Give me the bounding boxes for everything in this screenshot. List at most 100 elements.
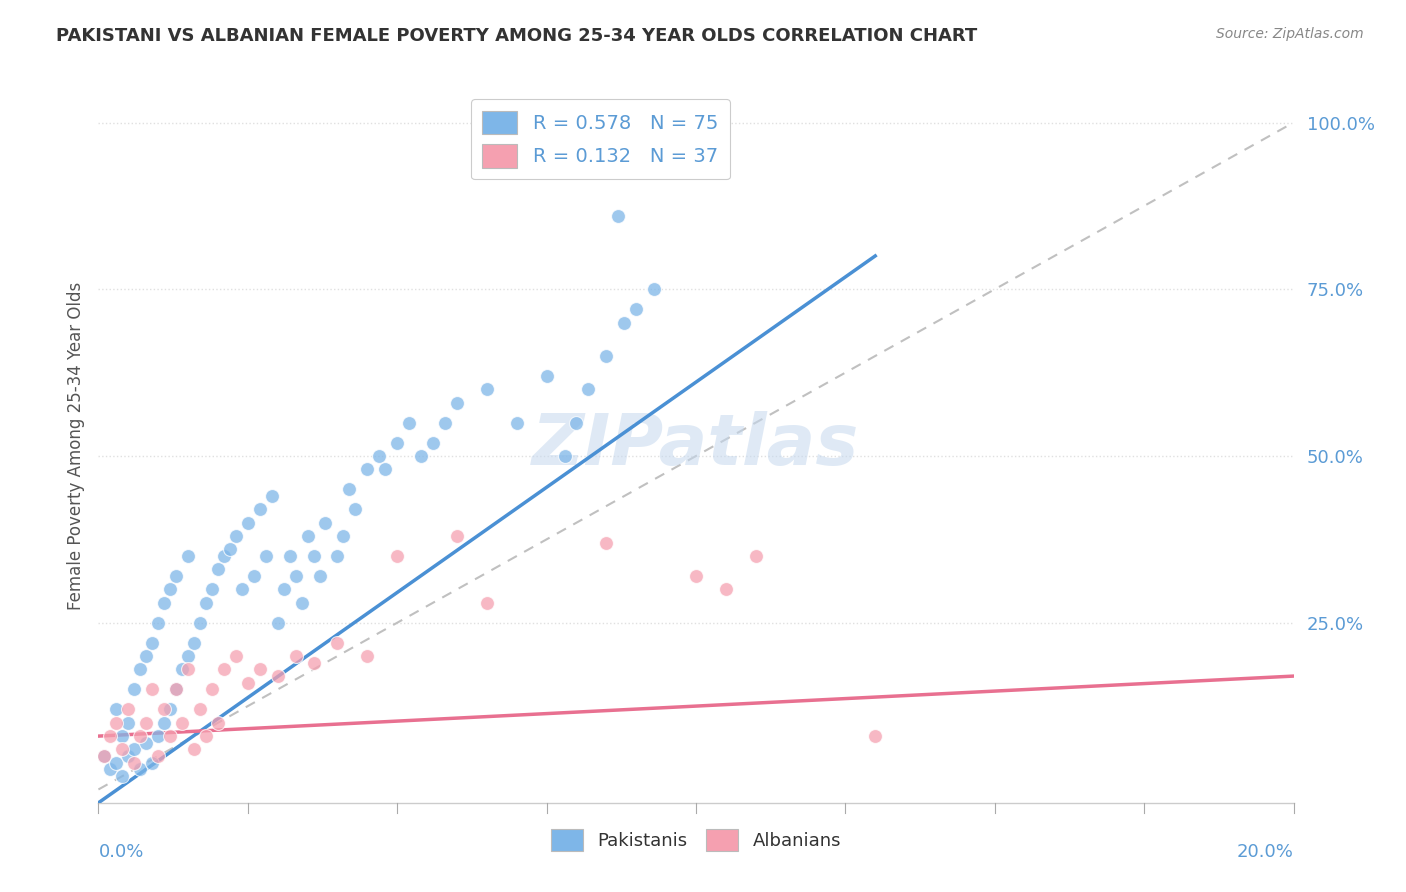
Point bbox=[475, 596, 498, 610]
Point bbox=[165, 682, 187, 697]
Point bbox=[172, 662, 194, 676]
Point bbox=[446, 395, 468, 409]
Point bbox=[195, 596, 218, 610]
Point bbox=[368, 449, 391, 463]
Point bbox=[475, 382, 498, 396]
Point bbox=[291, 596, 314, 610]
Point bbox=[578, 382, 600, 396]
Point bbox=[212, 549, 235, 563]
Point bbox=[129, 763, 152, 777]
Point bbox=[225, 529, 247, 543]
Point bbox=[231, 582, 253, 597]
Point bbox=[643, 282, 665, 296]
Point bbox=[159, 702, 181, 716]
Point bbox=[201, 682, 224, 697]
Point bbox=[117, 702, 139, 716]
Point bbox=[326, 636, 349, 650]
Point bbox=[141, 682, 163, 697]
Point bbox=[153, 715, 176, 730]
Point bbox=[714, 582, 737, 597]
Point bbox=[111, 742, 134, 756]
Point bbox=[148, 749, 170, 764]
Y-axis label: Female Poverty Among 25-34 Year Olds: Female Poverty Among 25-34 Year Olds bbox=[66, 282, 84, 610]
Point bbox=[434, 416, 457, 430]
Point bbox=[135, 649, 157, 664]
Text: PAKISTANI VS ALBANIAN FEMALE POVERTY AMONG 25-34 YEAR OLDS CORRELATION CHART: PAKISTANI VS ALBANIAN FEMALE POVERTY AMO… bbox=[56, 27, 977, 45]
Point bbox=[135, 715, 157, 730]
Point bbox=[124, 682, 146, 697]
Point bbox=[613, 316, 636, 330]
Point bbox=[183, 742, 205, 756]
Point bbox=[159, 729, 181, 743]
Point bbox=[117, 749, 139, 764]
Point bbox=[297, 529, 319, 543]
Point bbox=[865, 729, 887, 743]
Point bbox=[356, 649, 378, 664]
Point bbox=[153, 702, 176, 716]
Point bbox=[135, 736, 157, 750]
Point bbox=[111, 729, 134, 743]
Point bbox=[129, 662, 152, 676]
Point bbox=[148, 615, 170, 630]
Point bbox=[595, 535, 617, 549]
Point bbox=[177, 649, 200, 664]
Point bbox=[172, 715, 194, 730]
Point bbox=[607, 209, 630, 223]
Point bbox=[188, 615, 211, 630]
Point bbox=[98, 763, 122, 777]
Point bbox=[249, 662, 271, 676]
Point bbox=[344, 502, 367, 516]
Point bbox=[595, 349, 617, 363]
Point bbox=[315, 516, 337, 530]
Point bbox=[159, 582, 181, 597]
Point bbox=[536, 368, 558, 383]
Point bbox=[374, 462, 396, 476]
Text: 0.0%: 0.0% bbox=[98, 843, 143, 861]
Point bbox=[308, 569, 330, 583]
Point bbox=[284, 649, 307, 664]
Point bbox=[278, 549, 301, 563]
Point bbox=[446, 529, 468, 543]
Point bbox=[93, 749, 115, 764]
Point bbox=[267, 615, 290, 630]
Point bbox=[302, 656, 325, 670]
Point bbox=[129, 729, 152, 743]
Point bbox=[745, 549, 768, 563]
Point bbox=[565, 416, 588, 430]
Point bbox=[273, 582, 295, 597]
Text: Source: ZipAtlas.com: Source: ZipAtlas.com bbox=[1216, 27, 1364, 41]
Point bbox=[165, 682, 187, 697]
Point bbox=[685, 569, 707, 583]
Point bbox=[225, 649, 247, 664]
Point bbox=[219, 542, 242, 557]
Point bbox=[260, 489, 283, 503]
Point bbox=[422, 435, 444, 450]
Point bbox=[165, 569, 187, 583]
Point bbox=[236, 675, 259, 690]
Point bbox=[117, 715, 139, 730]
Point bbox=[626, 302, 648, 317]
Point bbox=[339, 483, 361, 497]
Point bbox=[212, 662, 235, 676]
Point bbox=[207, 715, 229, 730]
Point bbox=[356, 462, 378, 476]
Point bbox=[236, 516, 259, 530]
Point bbox=[93, 749, 115, 764]
Point bbox=[385, 435, 409, 450]
Point bbox=[398, 416, 420, 430]
Point bbox=[177, 662, 200, 676]
Point bbox=[385, 549, 409, 563]
Point bbox=[554, 449, 576, 463]
Text: ZIPatlas: ZIPatlas bbox=[533, 411, 859, 481]
Point bbox=[267, 669, 290, 683]
Point bbox=[243, 569, 266, 583]
Point bbox=[249, 502, 271, 516]
Point bbox=[506, 416, 529, 430]
Point bbox=[141, 756, 163, 770]
Point bbox=[105, 715, 128, 730]
Point bbox=[411, 449, 433, 463]
Point bbox=[153, 596, 176, 610]
Point bbox=[98, 729, 122, 743]
Point bbox=[254, 549, 277, 563]
Point bbox=[188, 702, 211, 716]
